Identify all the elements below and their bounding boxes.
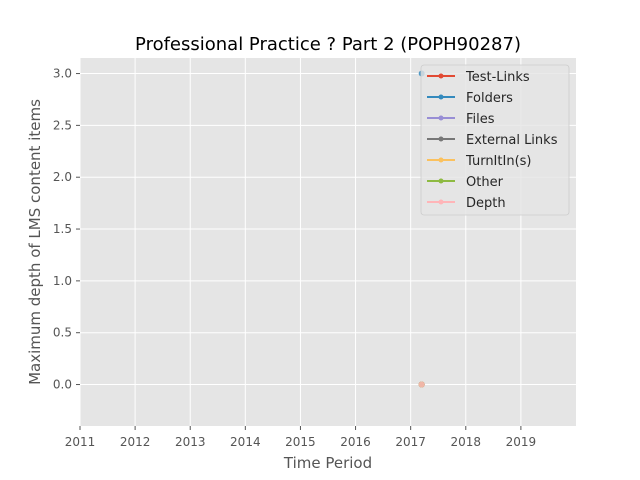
series-layer <box>418 70 425 388</box>
legend-item: Depth <box>427 196 506 211</box>
y-axis-ticks: 0.0 0.5 1.0 1.5 2.0 2.5 3.0 <box>53 67 80 392</box>
legend-label: Files <box>466 112 495 127</box>
legend-swatch-marker <box>438 199 444 205</box>
legend-label: External Links <box>466 133 558 148</box>
legend-swatch-marker <box>438 178 444 184</box>
chart-title: Professional Practice ? Part 2 (POPH9028… <box>135 34 521 55</box>
legend-item: Test-Links <box>427 70 530 85</box>
y-tick-label: 0.5 <box>53 326 72 340</box>
y-tick-label: 2.5 <box>53 118 72 132</box>
legend-label: Other <box>466 175 504 190</box>
legend-swatch-marker <box>438 94 444 100</box>
x-axis-ticks: 2011 2012 2013 2014 2015 2016 2017 2018 2019 <box>65 426 536 449</box>
legend-label: Folders <box>466 91 513 106</box>
y-tick-label: 0.0 <box>53 378 72 392</box>
legend-item: Folders <box>427 91 513 106</box>
x-axis-label: Time Period <box>283 454 372 472</box>
legend-label: Depth <box>466 196 506 211</box>
x-tick-label: 2016 <box>340 435 371 449</box>
y-tick-label: 1.5 <box>53 222 72 236</box>
chart-legend: Test-Links Folders Files External Links Turn… <box>420 64 570 216</box>
y-axis-label: Maximum depth of LMS content items <box>26 99 44 385</box>
x-tick-label: 2015 <box>285 435 316 449</box>
data-point <box>418 381 425 388</box>
x-tick-label: 2013 <box>175 435 206 449</box>
legend-label: Test-Links <box>465 70 530 85</box>
x-tick-label: 2019 <box>506 435 537 449</box>
legend-swatch-marker <box>438 157 444 163</box>
x-tick-label: 2014 <box>230 435 261 449</box>
y-tick-label: 3.0 <box>53 67 72 81</box>
x-tick-label: 2011 <box>65 435 96 449</box>
legend-item: Other <box>427 175 504 190</box>
x-tick-label: 2017 <box>395 435 426 449</box>
legend-item: External Links <box>427 133 558 148</box>
legend-swatch-marker <box>438 136 444 142</box>
x-tick-label: 2018 <box>451 435 482 449</box>
legend-item: Files <box>427 112 495 127</box>
legend-swatch-marker <box>438 73 444 79</box>
legend-swatch-marker <box>438 115 444 121</box>
legend-label: TurnItIn(s) <box>465 154 531 169</box>
series-depth <box>418 381 425 388</box>
y-tick-label: 2.0 <box>53 170 72 184</box>
legend-item: TurnItIn(s) <box>427 154 531 169</box>
x-tick-label: 2012 <box>120 435 151 449</box>
y-tick-label: 1.0 <box>53 274 72 288</box>
legend-frame <box>420 64 570 216</box>
